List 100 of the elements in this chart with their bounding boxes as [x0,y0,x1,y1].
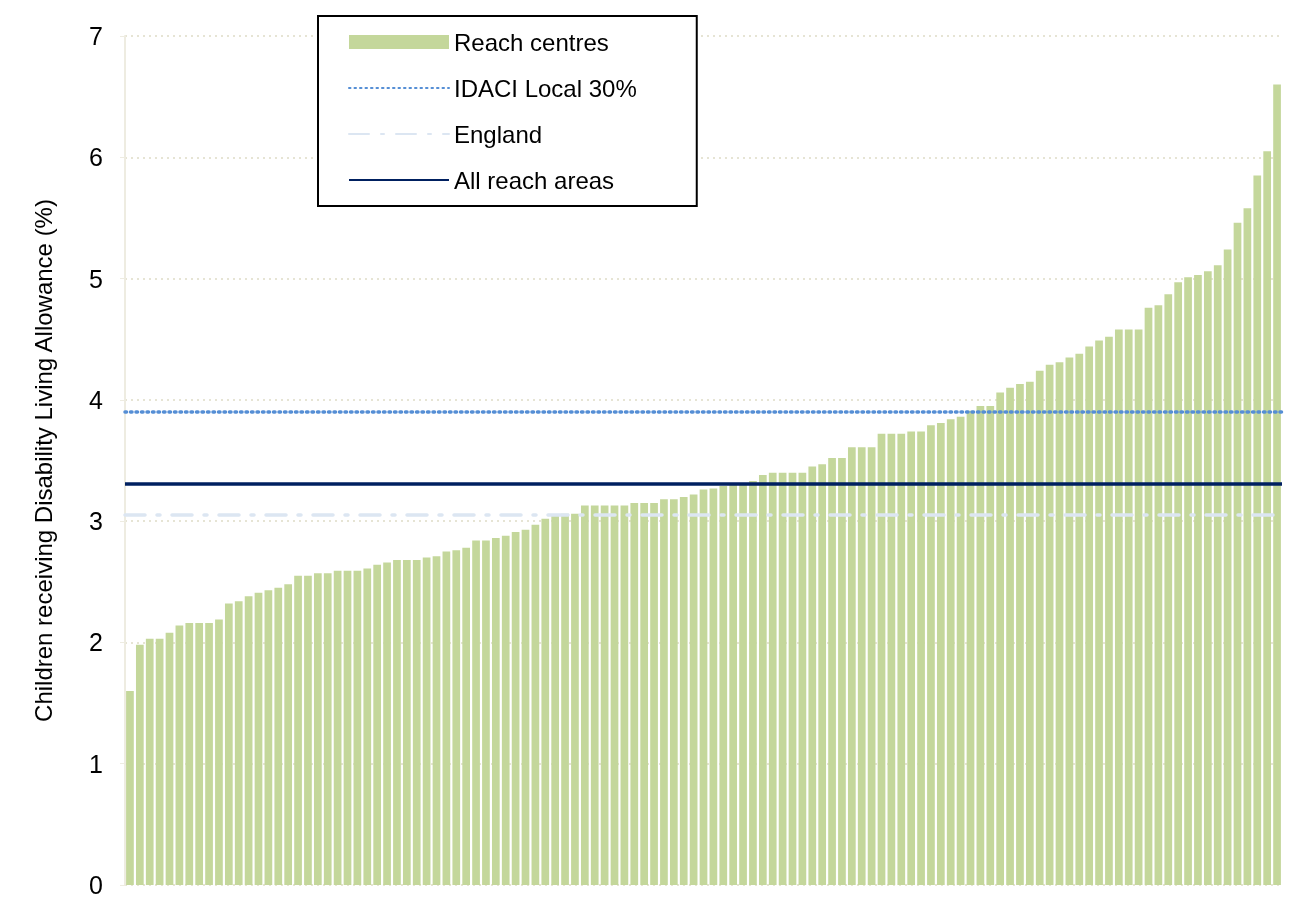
bar [244,596,253,885]
bar [284,584,293,885]
legend-label: Reach centres [454,28,609,56]
legend-label: IDACI Local 30% [454,74,637,102]
bar [472,540,480,885]
bar [254,592,263,885]
bar [640,502,649,885]
bar [590,505,599,885]
bar [620,505,629,885]
bar [422,557,431,885]
bar [758,475,767,885]
bar [946,419,955,885]
y-tick-label: 6 [89,143,103,172]
bar [907,431,916,885]
bar [313,573,322,885]
y-tick-label: 1 [89,749,103,778]
y-axis-title: Children receiving Disability Living Allowance (%) [29,199,57,722]
bar [986,405,995,885]
bar [838,458,846,885]
bar [580,505,589,885]
bar [1243,208,1252,885]
bar [541,518,550,885]
legend-label: All reach areas [454,166,615,194]
bar [511,532,520,885]
bar [719,485,728,885]
bar [224,603,233,885]
bar [1025,381,1034,885]
bar [857,447,866,885]
y-tick-label: 5 [89,264,103,293]
y-tick-label: 2 [89,628,103,657]
legend-label: England [454,120,543,148]
bar [1213,265,1222,885]
bar [1055,362,1064,885]
bar [1273,84,1281,885]
bar [1194,274,1202,885]
bar [205,623,213,885]
bar [452,550,461,885]
bar [402,559,411,885]
bar [304,575,312,885]
bar [1085,346,1094,885]
bar [333,570,342,885]
bar [185,623,194,885]
bar [847,447,856,885]
bar [521,529,530,885]
bar [175,625,184,885]
bar [927,425,935,885]
bar [432,556,441,885]
bar [630,502,639,885]
bar [1203,271,1212,885]
bar [956,416,965,885]
bar [897,433,906,885]
bar [462,547,471,885]
bar [1134,329,1143,885]
bar [660,499,668,885]
bar [1174,282,1183,885]
bar [689,494,698,885]
bar [709,488,718,885]
bar [264,590,273,885]
bar [1184,277,1192,885]
y-tick-label: 7 [89,22,103,50]
bar [867,447,876,885]
bar [818,464,827,885]
bar [531,524,540,885]
bar [1006,387,1014,885]
bar [215,619,223,885]
bar [551,515,560,885]
bar [373,564,382,885]
bar [1095,340,1103,885]
bar [1016,384,1024,885]
bar [1114,329,1123,885]
bar [669,499,678,885]
bar [482,540,490,885]
bar [491,538,500,885]
bar [996,392,1005,885]
bar [808,466,817,885]
bar [936,422,945,885]
bar [126,690,134,885]
bar [294,575,302,885]
bar [274,587,283,885]
y-tick-label: 4 [89,385,104,414]
bar [442,551,451,885]
bar [571,513,579,885]
bar [1105,336,1113,885]
bar [501,535,510,885]
bar [363,568,372,885]
bar [155,638,164,885]
bar [749,481,757,885]
bar [145,638,154,885]
bar [1124,329,1133,885]
bar [393,559,401,885]
bar [600,505,609,885]
y-tick-label: 3 [89,507,103,536]
bar [412,559,421,885]
bar [650,502,658,885]
bar [1263,151,1272,885]
bar [1253,175,1262,885]
bar [234,601,243,885]
bar [768,472,777,885]
bar [699,489,708,885]
bar [1164,294,1173,885]
